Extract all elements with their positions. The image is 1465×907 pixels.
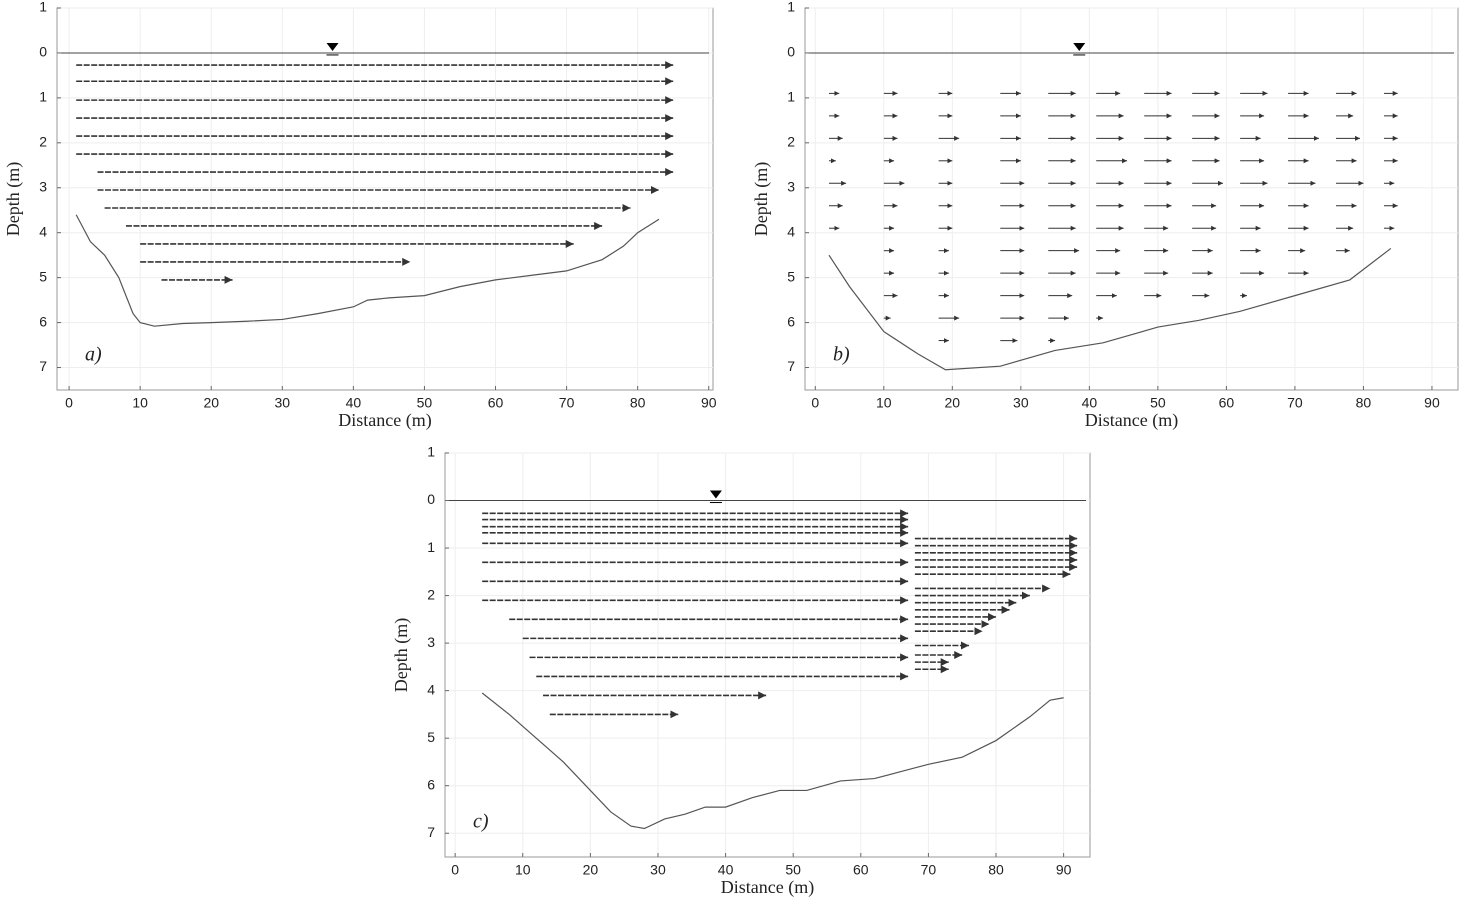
x-tick-label: 70 (1287, 395, 1303, 411)
y-tick-label: 1 (787, 0, 795, 15)
x-tick-label: 20 (203, 395, 219, 411)
x-tick-label: 40 (718, 862, 734, 878)
y-tick-label: 3 (39, 178, 47, 194)
bed-profile (828, 247, 1392, 371)
water-level-symbol (1073, 42, 1086, 51)
x-tick-label: 30 (650, 862, 666, 878)
y-tick-label: 0 (787, 44, 795, 60)
x-tick-label: 50 (785, 862, 801, 878)
y-tick-label: 6 (39, 313, 47, 329)
bed-profile (75, 214, 660, 327)
y-tick-label: 1 (39, 89, 47, 105)
panel-label: c) (473, 811, 489, 833)
x-tick-label: 0 (65, 395, 73, 411)
x-tick-label: 50 (417, 395, 433, 411)
y-tick-label: 3 (787, 178, 795, 194)
y-tick-label: 2 (787, 134, 795, 150)
y-tick-label: 7 (427, 824, 435, 840)
y-tick-label: 1 (427, 539, 435, 555)
y-tick-label: 1 (427, 444, 435, 460)
y-tick-label: 6 (787, 313, 795, 329)
x-tick-label: 40 (346, 395, 362, 411)
y-tick-label: 1 (39, 0, 47, 15)
x-tick-label: 50 (1150, 395, 1166, 411)
x-tick-label: 30 (275, 395, 291, 411)
x-tick-label: 70 (559, 395, 575, 411)
plot-area (56, 7, 714, 391)
x-tick-label: 10 (132, 395, 148, 411)
y-tick-label: 5 (427, 729, 435, 745)
y-axis-title: Depth (m) (751, 162, 772, 236)
y-tick-label: 0 (39, 44, 47, 60)
y-tick-label: 2 (39, 134, 47, 150)
x-axis-title: Distance (m) (338, 410, 431, 431)
x-axis-title: Distance (m) (721, 877, 814, 898)
x-tick-label: 90 (701, 395, 717, 411)
x-tick-label: 90 (1424, 395, 1440, 411)
y-tick-label: 7 (787, 358, 795, 374)
x-axis-title: Distance (m) (1085, 410, 1178, 431)
y-tick-label: 1 (787, 89, 795, 105)
y-tick-label: 4 (427, 681, 435, 697)
x-tick-label: 10 (876, 395, 892, 411)
y-tick-label: 2 (427, 586, 435, 602)
x-tick-label: 60 (853, 862, 869, 878)
x-tick-label: 0 (451, 862, 459, 878)
x-tick-label: 90 (1056, 862, 1072, 878)
water-level-symbol (709, 490, 722, 499)
water-level-symbol (326, 42, 339, 51)
y-tick-label: 7 (39, 358, 47, 374)
plot-area (804, 7, 1459, 391)
y-tick-label: 5 (39, 268, 47, 284)
x-tick-label: 60 (488, 395, 504, 411)
y-tick-label: 4 (39, 223, 47, 239)
x-tick-label: 80 (630, 395, 646, 411)
y-axis-title: Depth (m) (3, 162, 24, 236)
x-tick-label: 70 (921, 862, 937, 878)
y-tick-label: 6 (427, 776, 435, 792)
panel-label: a) (85, 344, 102, 366)
x-tick-label: 40 (1082, 395, 1098, 411)
y-tick-label: 4 (787, 223, 795, 239)
x-tick-label: 60 (1219, 395, 1235, 411)
x-tick-label: 0 (811, 395, 819, 411)
x-tick-label: 80 (1356, 395, 1372, 411)
panel-label: b) (833, 344, 850, 366)
y-axis-title: Depth (m) (391, 618, 412, 692)
x-tick-label: 20 (583, 862, 599, 878)
x-tick-label: 80 (988, 862, 1004, 878)
x-tick-label: 30 (1013, 395, 1029, 411)
y-tick-label: 5 (787, 268, 795, 284)
y-tick-label: 0 (427, 491, 435, 507)
x-tick-label: 20 (945, 395, 961, 411)
y-tick-label: 3 (427, 634, 435, 650)
x-tick-label: 10 (515, 862, 531, 878)
bed-profile (481, 692, 1064, 830)
